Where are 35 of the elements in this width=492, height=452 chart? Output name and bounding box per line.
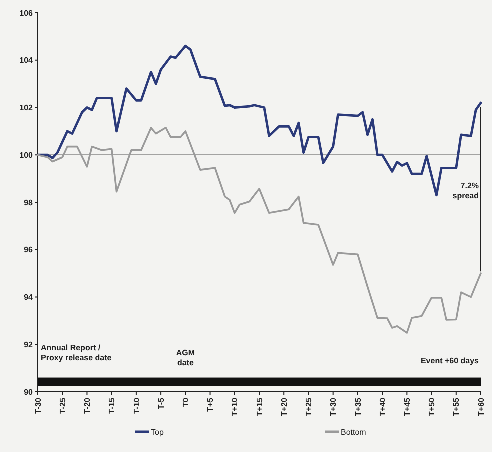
annotation: Annual Report / Proxy release date xyxy=(41,344,112,363)
x-tick-label: T+35 xyxy=(354,397,363,416)
x-tick-label: T-25 xyxy=(58,397,68,414)
x-tick-label: T+30 xyxy=(329,397,338,416)
x-tick-label: T+10 xyxy=(230,397,240,416)
x-tick-label: T-5 xyxy=(156,397,166,410)
x-tick-label: T-10 xyxy=(132,397,142,414)
y-tick-label: 94 xyxy=(24,293,34,302)
x-tick-label: T+50 xyxy=(428,397,437,416)
y-tick-label: 96 xyxy=(24,246,34,255)
x-tick-label: T+5 xyxy=(206,397,216,412)
annotation: Event +60 days xyxy=(420,356,480,366)
y-tick-label: 98 xyxy=(24,198,34,208)
y-tick-label: 106 xyxy=(20,8,34,18)
legend-label: Top xyxy=(151,428,164,437)
line-series xyxy=(37,126,482,334)
y-tick-label: 100 xyxy=(20,150,34,160)
legend-label: Bottom xyxy=(341,428,367,437)
y-tick-label: 102 xyxy=(20,104,34,113)
x-tick-label: T+45 xyxy=(402,397,412,416)
x-tick-label: T0 xyxy=(181,397,190,408)
x-tick-label: T+20 xyxy=(280,397,289,416)
annotation: AGM date xyxy=(176,348,196,368)
x-tick-label: T-15 xyxy=(108,397,117,414)
x-tick-label: T-30 xyxy=(34,397,43,414)
x-tick-label: T+25 xyxy=(304,397,314,416)
y-tick-label: 104 xyxy=(20,56,34,66)
y-tick-label: 92 xyxy=(24,340,34,350)
x-tick-label: T+55 xyxy=(452,397,462,416)
y-tick-label: 90 xyxy=(24,388,34,397)
annotation: 7.2% spread xyxy=(452,181,480,200)
x-tick-label: T-20 xyxy=(83,397,92,414)
x-tick-label: T+60 xyxy=(476,397,486,416)
x-tick-label: T+15 xyxy=(255,397,264,416)
x-tick-label: T+40 xyxy=(378,397,388,416)
